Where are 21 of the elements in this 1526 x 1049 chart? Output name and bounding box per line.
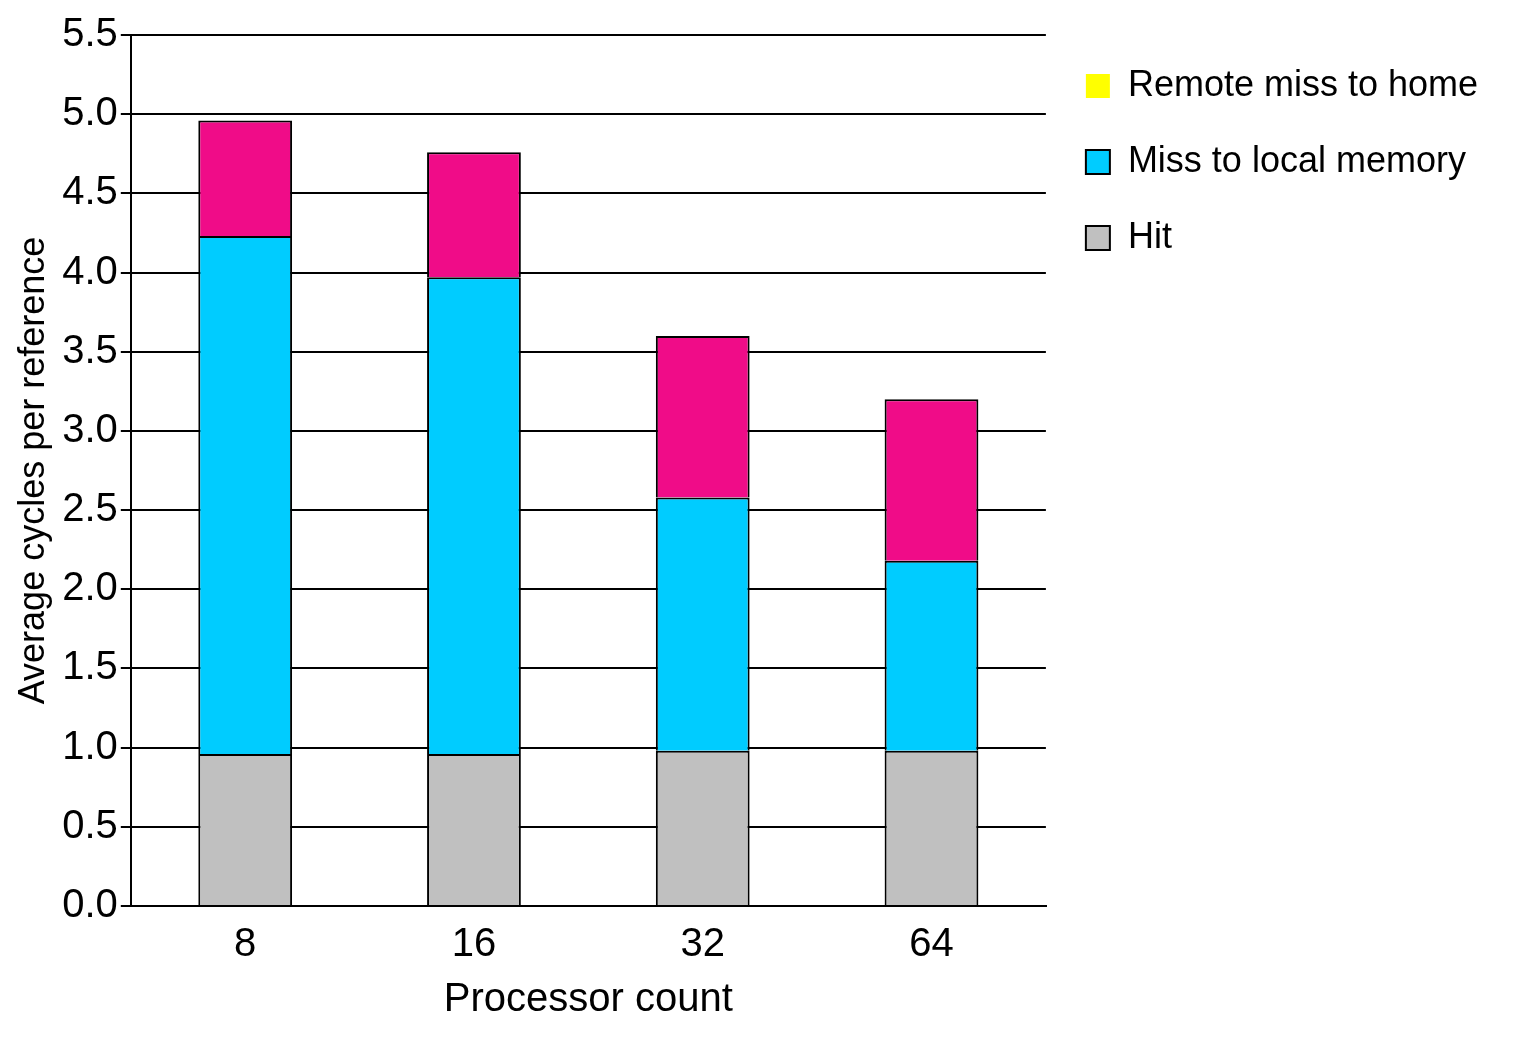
- y-tick-label: 4.5: [62, 168, 118, 213]
- x-axis-title: Processor count: [443, 975, 733, 1020]
- legend-label: Miss to local memory: [1127, 138, 1466, 180]
- x-tick-label: 32: [680, 920, 725, 965]
- y-tick-label: 5.0: [62, 89, 118, 134]
- x-tick-label: 8: [234, 920, 257, 965]
- y-tick-label: 0.5: [62, 801, 118, 846]
- y-tick-label: 0.0: [62, 881, 118, 926]
- x-tick-label: 64: [909, 920, 954, 965]
- y-tick-label: 3.0: [62, 405, 118, 450]
- legend-label: Hit: [1127, 214, 1172, 256]
- y-tick-label: 3.5: [62, 326, 118, 371]
- y-tick-label: 2.5: [62, 485, 118, 530]
- legend-label: Remote miss to home: [1127, 62, 1478, 104]
- x-tick-label: 16: [451, 920, 497, 965]
- y-tick-label: 2.0: [62, 564, 118, 609]
- y-tick-label: 1.0: [62, 722, 118, 767]
- y-axis-title: Average cycles per reference: [10, 236, 52, 705]
- y-tick-label: 1.5: [62, 643, 118, 688]
- y-tick-label: 4.0: [62, 247, 118, 292]
- y-tick-label: 5.5: [62, 10, 118, 55]
